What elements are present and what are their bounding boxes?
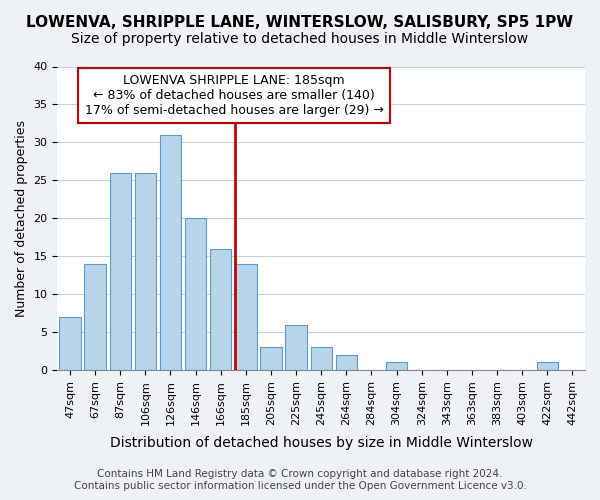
- Bar: [160, 135, 181, 370]
- Y-axis label: Number of detached properties: Number of detached properties: [15, 120, 28, 317]
- Bar: [311, 348, 332, 370]
- Text: Size of property relative to detached houses in Middle Winterslow: Size of property relative to detached ho…: [71, 32, 529, 46]
- Bar: [185, 218, 206, 370]
- Bar: [59, 317, 80, 370]
- Text: Contains HM Land Registry data © Crown copyright and database right 2024.
Contai: Contains HM Land Registry data © Crown c…: [74, 470, 526, 491]
- Text: LOWENVA SHRIPPLE LANE: 185sqm
← 83% of detached houses are smaller (140)
17% of : LOWENVA SHRIPPLE LANE: 185sqm ← 83% of d…: [85, 74, 383, 117]
- Bar: [286, 324, 307, 370]
- Bar: [134, 172, 156, 370]
- Bar: [536, 362, 558, 370]
- Bar: [335, 355, 357, 370]
- Bar: [260, 348, 281, 370]
- Bar: [210, 248, 232, 370]
- Bar: [235, 264, 257, 370]
- Bar: [386, 362, 407, 370]
- Text: LOWENVA, SHRIPPLE LANE, WINTERSLOW, SALISBURY, SP5 1PW: LOWENVA, SHRIPPLE LANE, WINTERSLOW, SALI…: [26, 15, 574, 30]
- X-axis label: Distribution of detached houses by size in Middle Winterslow: Distribution of detached houses by size …: [110, 436, 533, 450]
- Bar: [110, 172, 131, 370]
- Bar: [85, 264, 106, 370]
